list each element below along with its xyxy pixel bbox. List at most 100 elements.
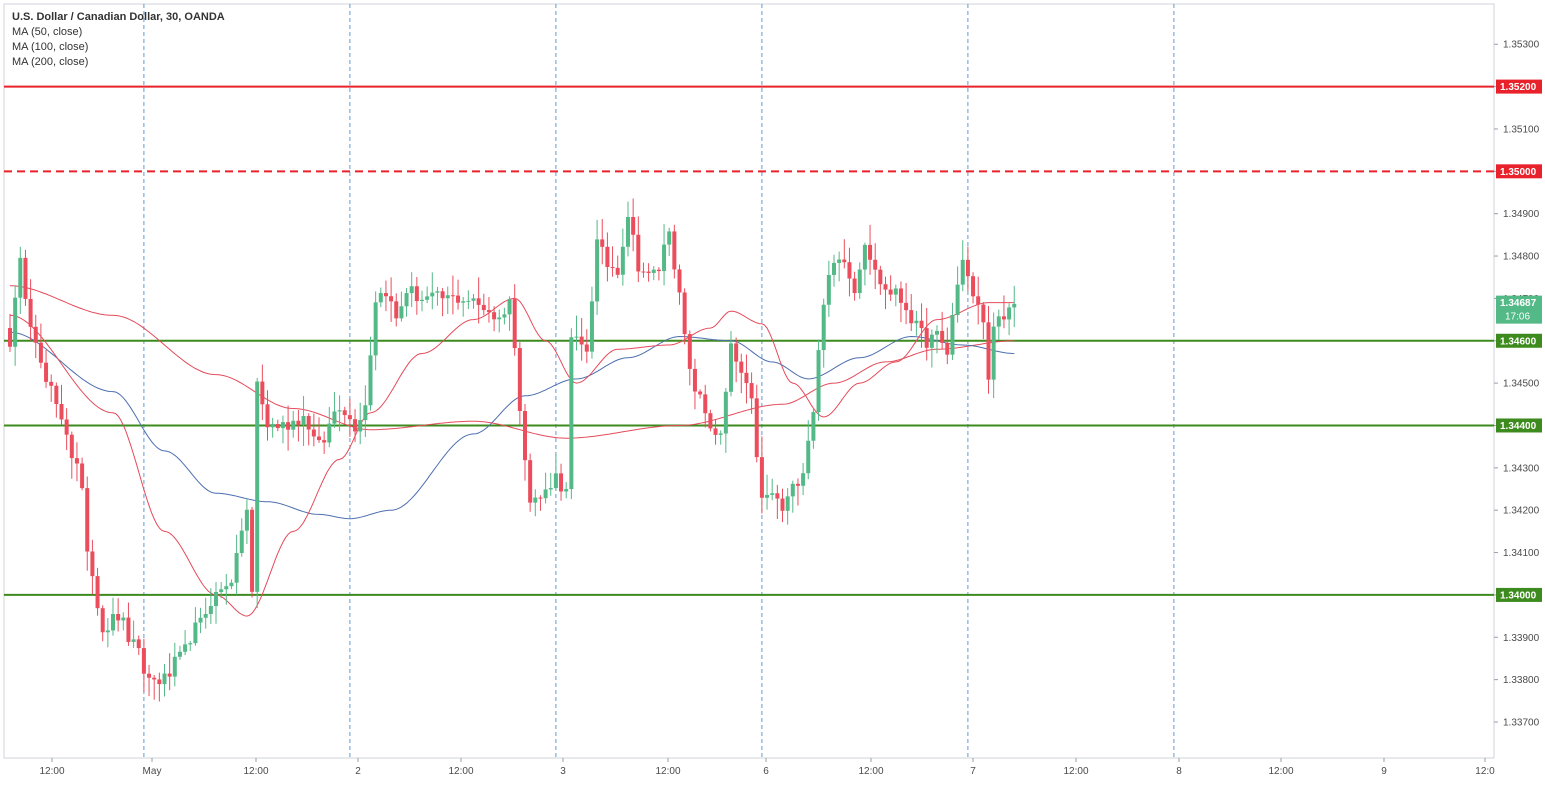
- candle-down: [80, 463, 85, 489]
- candle-down: [687, 334, 692, 369]
- candle-up: [363, 405, 368, 421]
- candle-up: [770, 493, 775, 495]
- candle-up: [105, 630, 110, 633]
- candle-down: [795, 483, 800, 486]
- candle-up: [543, 489, 548, 499]
- x-tick-label: 8: [1176, 766, 1182, 777]
- candle-down: [476, 298, 481, 305]
- level-badge: [1496, 333, 1542, 348]
- candle-down: [64, 419, 69, 435]
- candle-up: [404, 293, 409, 307]
- candle-down: [641, 271, 646, 273]
- candle-up: [662, 244, 667, 272]
- candle-up: [255, 381, 260, 592]
- candle-down: [682, 292, 687, 335]
- level-badge: [1496, 164, 1542, 179]
- candle-up: [214, 592, 218, 607]
- candle-down: [74, 458, 79, 464]
- candle-up: [208, 606, 213, 614]
- level-badge-label: 1.34600: [1500, 336, 1537, 347]
- candle-down: [286, 422, 291, 430]
- candle-up: [548, 488, 553, 490]
- candle-up: [327, 423, 332, 443]
- candle-down: [842, 259, 847, 263]
- candle-up: [821, 304, 826, 351]
- candle-up: [373, 302, 378, 356]
- candle-down: [924, 328, 929, 348]
- candle-down: [868, 244, 873, 260]
- candle-down: [940, 330, 945, 343]
- candle-down: [636, 234, 641, 272]
- candle-down: [49, 381, 54, 386]
- candle-down: [486, 310, 491, 313]
- candle-down: [528, 460, 533, 503]
- y-tick-label: 1.35100: [1503, 124, 1540, 135]
- candle-up: [811, 412, 816, 441]
- candle-down: [347, 415, 352, 420]
- y-tick-label: 1.33700: [1503, 717, 1540, 728]
- candle-up: [425, 296, 430, 300]
- candle-up: [816, 350, 821, 413]
- candle-up: [996, 316, 1001, 327]
- candle-up: [893, 288, 898, 295]
- x-tick-label: 12:00: [243, 766, 268, 777]
- level-badge: [1496, 418, 1542, 433]
- candle-down: [306, 416, 311, 430]
- candle-down: [311, 429, 316, 437]
- candle-up: [378, 293, 383, 303]
- moving-averages: [9, 285, 1015, 617]
- price-badges: 1.35200 1.35000 1.34600 1.34400 1.34000 1.346…: [1496, 79, 1542, 602]
- candle-down: [744, 372, 749, 384]
- y-tick-label: 1.34800: [1503, 252, 1540, 263]
- x-tick-label: 7: [970, 766, 976, 777]
- chart-legend: U.S. Dollar / Canadian Dollar, 30, OANDA…: [12, 10, 225, 70]
- candle-down: [883, 284, 888, 290]
- candle-down: [971, 276, 976, 297]
- candle-up: [497, 317, 502, 320]
- candle-down: [775, 493, 780, 499]
- candle-up: [507, 299, 512, 315]
- candle-down: [353, 419, 358, 432]
- candle-down: [873, 259, 878, 270]
- candle-down: [481, 304, 486, 311]
- x-tick-label: 12:00: [39, 766, 64, 777]
- x-tick-label: 2: [355, 766, 361, 777]
- x-tick-label: 9: [1381, 766, 1387, 777]
- candle-up: [950, 315, 955, 355]
- candle-down: [157, 679, 162, 685]
- candle-up: [651, 269, 656, 273]
- candle-up: [471, 298, 476, 301]
- horizontal-levels[interactable]: [4, 85, 1494, 596]
- candle-down: [275, 424, 280, 429]
- candle-up: [1012, 303, 1017, 308]
- candle-down: [672, 231, 677, 270]
- candle-down: [116, 613, 121, 621]
- candle-up: [399, 306, 404, 319]
- candle-up: [1007, 307, 1012, 320]
- y-tick-label: 1.35300: [1503, 40, 1540, 51]
- candle-down: [85, 488, 90, 552]
- level-badge: [1496, 79, 1542, 94]
- axes: 1.33700 1.33800 1.33900 1.34000 1.34100 1.342…: [39, 40, 1539, 777]
- candle-down: [126, 617, 131, 642]
- candle-up: [409, 286, 414, 294]
- candle-down: [260, 381, 265, 405]
- candle-down: [703, 394, 708, 414]
- candle-down: [95, 576, 100, 609]
- candle-up: [358, 420, 363, 432]
- y-tick-label: 1.34100: [1503, 548, 1540, 559]
- candle-down: [698, 391, 703, 395]
- candle-up: [620, 246, 625, 275]
- candle-up: [589, 301, 594, 352]
- candle-down: [919, 320, 924, 329]
- level-badge-label: 1.34000: [1500, 590, 1537, 601]
- candle-down: [265, 404, 270, 428]
- candles[interactable]: [8, 198, 1017, 702]
- candle-up: [929, 334, 934, 348]
- x-tick-label: 12:00: [448, 766, 473, 777]
- x-tick-label: May: [143, 766, 162, 777]
- candle-up: [461, 301, 466, 303]
- candle-up: [198, 617, 203, 623]
- ma200-legend: MA (200, close): [12, 56, 89, 68]
